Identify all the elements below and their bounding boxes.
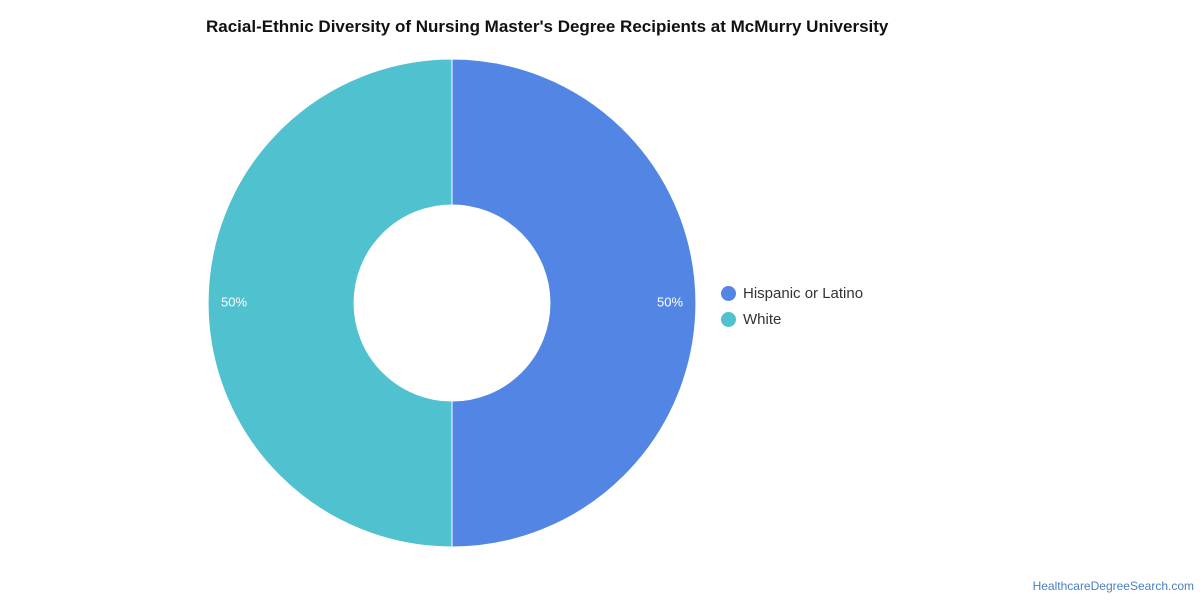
donut-slice-white[interactable] [207,58,453,548]
legend-item-white[interactable]: White [721,306,863,332]
chart-legend: Hispanic or Latino White [721,280,863,332]
donut-slice-hispanic-or-latino[interactable] [451,58,697,548]
slice-label: 50% [657,294,683,309]
legend-swatch [721,285,736,301]
slice-label: 50% [221,294,247,309]
donut-labels: 50% 50% [221,294,683,309]
chart-title: Racial-Ethnic Diversity of Nursing Maste… [206,17,889,36]
legend-swatch [721,311,736,327]
legend-item-hispanic-or-latino[interactable]: Hispanic or Latino [721,280,863,306]
donut-slices [207,58,697,548]
legend-label: Hispanic or Latino [743,284,864,302]
legend-label: White [743,310,782,328]
source-link[interactable]: HealthcareDegreeSearch.com [1032,579,1194,593]
